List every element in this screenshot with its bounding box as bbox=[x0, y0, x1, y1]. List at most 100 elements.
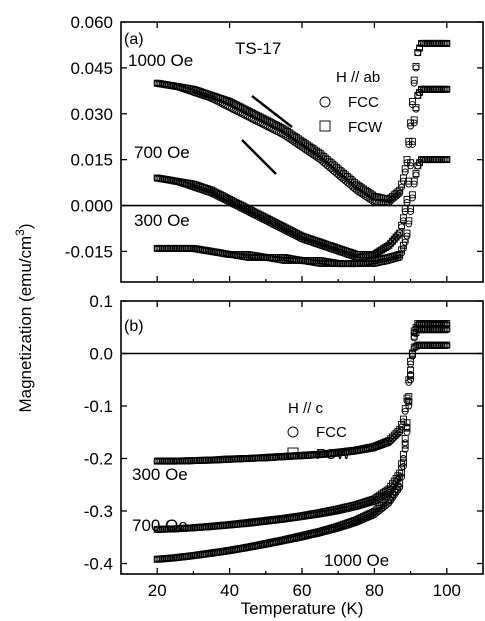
panel-b-fcw-point bbox=[361, 512, 369, 520]
panel-b-fcc-point bbox=[195, 456, 203, 464]
panel-a-fcc-point bbox=[247, 254, 255, 261]
panel-a-fcc-point bbox=[419, 85, 427, 93]
y-axis-label: Magnetization (emu/cm3) bbox=[13, 223, 35, 412]
panel-b-fcc-point bbox=[399, 462, 407, 470]
panel-b: 0.1 0.0 -0.1 -0.2 -0.3 -0.4 20 40 60 80 100 (b) H… bbox=[84, 292, 484, 600]
panel-a-fcw-point bbox=[405, 177, 413, 185]
panel-b-fcw-point bbox=[376, 491, 384, 499]
panel-a-fcc-point bbox=[365, 195, 373, 203]
panel-b-fcc-point bbox=[421, 321, 429, 329]
panel-b-fcc-point bbox=[394, 430, 402, 438]
panel-b-legend-fcc-marker bbox=[287, 426, 299, 438]
panel-a-fcc-point bbox=[179, 244, 186, 252]
panel-a-fcc-point bbox=[439, 156, 447, 164]
panel-b-fcc-point bbox=[425, 342, 433, 350]
panel-b-fcw-point bbox=[408, 349, 416, 357]
panel-a-fcc-point bbox=[329, 260, 337, 268]
panel-b-fcc-point bbox=[202, 456, 210, 464]
panel-a-fcc-point bbox=[300, 145, 308, 153]
panel-a-fcc-point bbox=[276, 129, 284, 137]
panel-a-fcc-point bbox=[410, 79, 418, 87]
panel-b-fcc-point bbox=[410, 329, 418, 336]
panel-a-fcc-point bbox=[367, 196, 375, 204]
panel-b-fcc-point bbox=[180, 457, 188, 465]
panel-a-fcc-point bbox=[421, 39, 429, 47]
panel-a-ytick-label: -0.015 bbox=[65, 242, 113, 261]
panel-b-series-300-oe bbox=[153, 341, 451, 465]
panel-a-fcc-point bbox=[166, 244, 174, 252]
panel-a: 0.060 0.045 0.030 0.015 0.000 -0.015 (a) TS-1… bbox=[65, 13, 484, 283]
panel-b-label: (b) bbox=[124, 318, 144, 335]
panel-a-fcc-point bbox=[423, 39, 431, 47]
panel-b-fcc-point bbox=[372, 496, 380, 504]
panel-b-fcw-point bbox=[378, 490, 386, 498]
panel-a-fcc-point bbox=[412, 171, 420, 179]
panel-a-legend-fcc-marker bbox=[319, 96, 331, 108]
panel-a-fcw-point bbox=[410, 177, 418, 185]
panel-a-fcc-point bbox=[164, 244, 172, 252]
panel-a-fcc-point bbox=[173, 244, 181, 252]
panel-b-xtick-label: 20 bbox=[148, 581, 167, 600]
panel-a-fcc-point bbox=[282, 132, 290, 140]
panel-a-fcc-point bbox=[412, 64, 420, 72]
panel-b-fcc-point bbox=[414, 321, 422, 329]
panel-a-fcc-point bbox=[280, 257, 288, 265]
panel-a-fcc-point bbox=[318, 260, 326, 268]
panel-a-fcc-point bbox=[253, 212, 261, 220]
panel-a-fcc-point bbox=[443, 39, 451, 47]
panel-a-fcc-point bbox=[399, 217, 407, 225]
panel-b-fcw-point bbox=[407, 366, 415, 374]
panel-b-fcc-point bbox=[159, 457, 167, 465]
panel-b-fcc-point bbox=[436, 321, 444, 329]
panel-b-fcc-point bbox=[157, 457, 165, 465]
panel-a-fcc-point bbox=[361, 260, 369, 268]
panel-a-fcc-point bbox=[369, 260, 377, 268]
panel-a-fcc-point bbox=[175, 244, 183, 252]
panel-a-fcc-point bbox=[294, 257, 302, 265]
panel-a-fcc-point bbox=[260, 254, 268, 261]
panel-a-fcc-point bbox=[434, 85, 442, 93]
panel-b-fcc-point bbox=[186, 457, 194, 465]
panel-a-fcc-point bbox=[363, 194, 371, 202]
panel-a-fcc-point bbox=[379, 199, 387, 206]
panel-a-fcc-point bbox=[327, 260, 335, 268]
panel-a-legend-fcw: FCW bbox=[319, 119, 383, 136]
panel-a-fcc-point bbox=[294, 233, 302, 241]
panel-b-fcc-point bbox=[443, 321, 451, 329]
panel-b-fcc-point bbox=[376, 494, 384, 502]
panel-a-fcc-point bbox=[313, 153, 320, 161]
panel-a-fcc-point bbox=[356, 189, 364, 197]
panel-a-fcc-point bbox=[416, 44, 424, 52]
panel-b-fcc-point bbox=[159, 525, 167, 533]
panel-a-fcw-point bbox=[396, 251, 404, 258]
panel-a-fcw-point bbox=[403, 229, 411, 237]
panel-a-fcw-point bbox=[408, 98, 416, 105]
panel-a-fcc-point bbox=[280, 131, 288, 139]
panel-a-fcw-point bbox=[410, 76, 418, 84]
panel-a-fcc-point bbox=[394, 191, 402, 199]
panel-a-fcc-point bbox=[396, 189, 404, 197]
panel-b-fcw-point bbox=[398, 469, 406, 477]
panel-b-fcc-point bbox=[198, 456, 206, 464]
panel-a-fcw-point bbox=[220, 96, 228, 104]
panel-b-fcw-point bbox=[405, 398, 413, 406]
panel-b-fcw-point bbox=[399, 415, 407, 423]
panel-a-fcc-point bbox=[412, 105, 420, 113]
panel-b-fcc-point bbox=[153, 457, 161, 465]
panel-b-fcc-point bbox=[396, 483, 404, 491]
panel-a-fcc-point bbox=[322, 260, 329, 268]
panel-b-fcc-point bbox=[155, 525, 163, 533]
panel-b-fcc-point bbox=[418, 342, 425, 350]
panel-b-fcc-point bbox=[215, 456, 223, 464]
panel-a-fcc-point bbox=[436, 85, 444, 93]
panel-a-series bbox=[153, 39, 451, 268]
panel-b-fcc-point bbox=[412, 325, 420, 333]
panel-a-arrow-upper bbox=[251, 95, 293, 128]
panel-b-fcc-point bbox=[398, 473, 406, 481]
panel-a-fcc-point bbox=[256, 119, 264, 127]
panel-a-fcc-point bbox=[383, 199, 391, 206]
panel-b-fcc-point bbox=[437, 342, 445, 350]
panel-a-annotation-300-oe: 300 Oe bbox=[134, 211, 190, 230]
panel-a-fcc-point bbox=[358, 260, 366, 268]
panel-b-fcc-point bbox=[403, 428, 411, 436]
